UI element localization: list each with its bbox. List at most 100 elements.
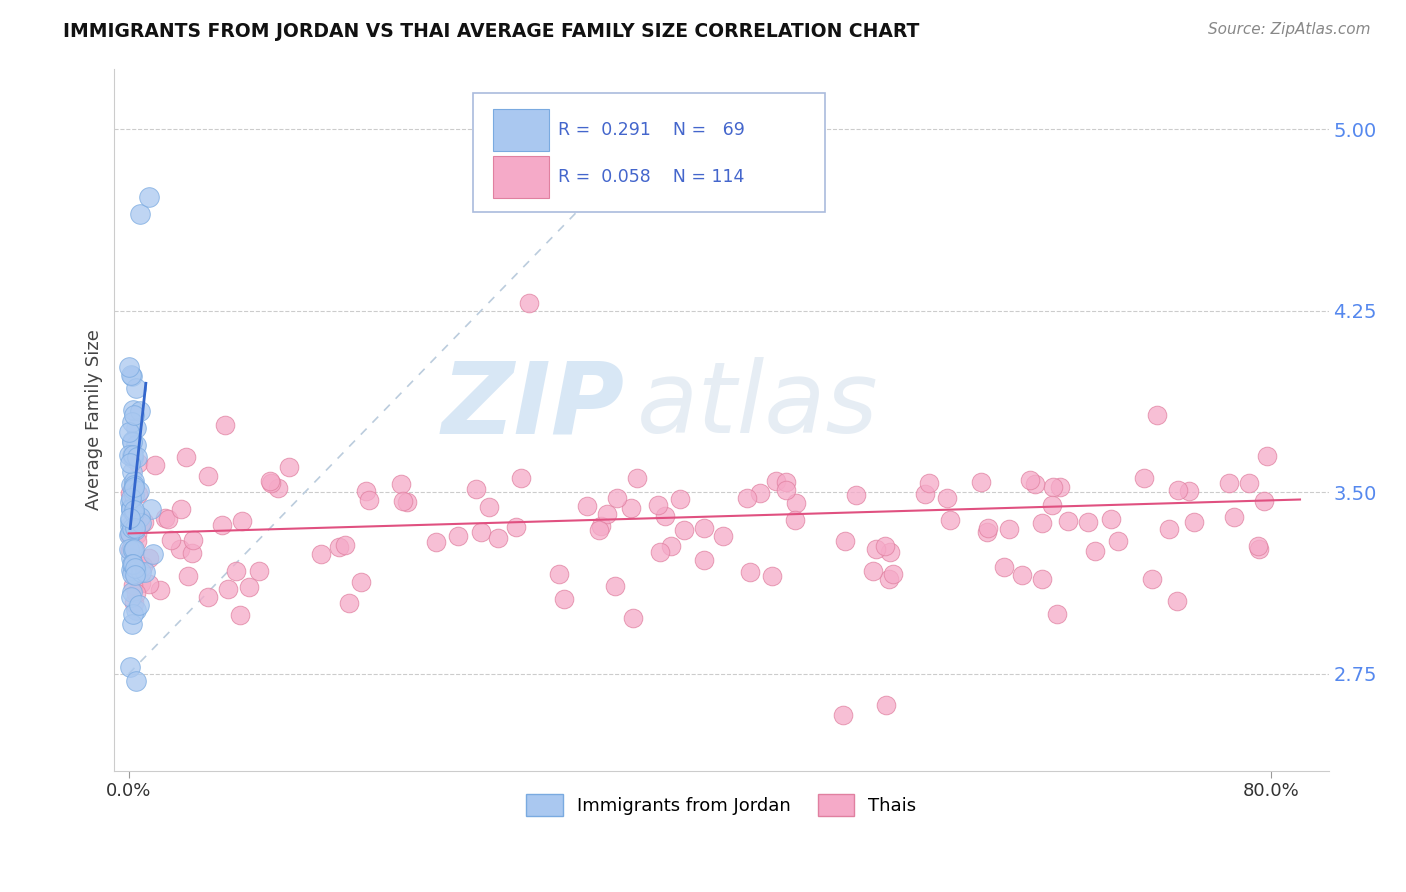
Point: [1024, 476, 1046, 491]
Point: [1040, 499, 1063, 513]
Y-axis label: Average Family Size: Average Family Size: [86, 329, 103, 510]
Point: [125, 674, 148, 689]
Point: [211, 518, 233, 533]
Point: [659, 539, 682, 553]
Point: [120, 485, 142, 500]
Point: [606, 491, 628, 505]
Point: [120, 529, 142, 543]
Point: [775, 475, 797, 489]
Point: [122, 478, 145, 492]
Point: [121, 578, 143, 592]
Point: [357, 493, 380, 508]
Point: [1167, 483, 1189, 497]
Point: [918, 475, 941, 490]
Point: [969, 475, 991, 489]
Point: [350, 574, 373, 589]
Point: [120, 502, 142, 516]
Point: [122, 596, 145, 610]
Point: [1077, 515, 1099, 529]
Point: [124, 474, 146, 488]
Point: [120, 456, 142, 470]
Point: [761, 568, 783, 582]
Point: [160, 533, 183, 548]
Point: [132, 515, 155, 529]
Point: [197, 591, 219, 605]
Point: [447, 529, 470, 543]
Point: [129, 516, 152, 531]
Point: [131, 565, 153, 579]
Point: [510, 470, 533, 484]
Point: [174, 450, 197, 465]
Point: [648, 545, 671, 559]
Point: [654, 508, 676, 523]
Point: [832, 708, 855, 723]
Point: [711, 529, 734, 543]
Point: [765, 474, 787, 488]
Point: [128, 404, 150, 418]
Point: [1256, 449, 1278, 463]
Point: [1046, 607, 1069, 622]
Point: [553, 591, 575, 606]
Text: R =  0.291    N =   69: R = 0.291 N = 69: [558, 120, 744, 138]
FancyBboxPatch shape: [472, 93, 825, 212]
Point: [121, 617, 143, 632]
Point: [214, 418, 236, 433]
Point: [118, 448, 141, 462]
Point: [247, 565, 270, 579]
Point: [1011, 567, 1033, 582]
Point: [229, 607, 252, 622]
Point: [1218, 475, 1240, 490]
Text: R =  0.058    N = 114: R = 0.058 N = 114: [558, 169, 744, 186]
Point: [127, 456, 149, 470]
Point: [122, 506, 145, 520]
Legend: Immigrants from Jordan, Thais: Immigrants from Jordan, Thais: [517, 785, 925, 825]
Point: [125, 437, 148, 451]
Point: [120, 591, 142, 605]
Point: [149, 582, 172, 597]
Point: [1140, 572, 1163, 586]
Point: [124, 488, 146, 502]
Point: [127, 534, 149, 549]
Point: [693, 553, 716, 567]
Point: [647, 499, 669, 513]
Point: [180, 546, 202, 560]
Point: [1146, 408, 1168, 422]
Point: [120, 563, 142, 577]
Point: [128, 483, 150, 498]
Point: [914, 487, 936, 501]
Point: [785, 496, 807, 510]
Point: [938, 513, 960, 527]
Point: [121, 541, 143, 556]
Point: [181, 533, 204, 547]
Point: [486, 531, 509, 545]
Point: [669, 491, 692, 506]
Point: [134, 566, 156, 580]
Point: [120, 491, 142, 505]
Point: [785, 513, 807, 527]
Point: [122, 502, 145, 516]
Point: [389, 477, 412, 491]
Point: [124, 480, 146, 494]
Point: [125, 450, 148, 464]
Point: [120, 495, 142, 509]
Point: [879, 545, 901, 559]
Point: [124, 561, 146, 575]
Point: [124, 568, 146, 582]
Point: [118, 525, 141, 540]
Point: [1084, 543, 1107, 558]
Point: [1019, 473, 1042, 487]
Point: [129, 576, 152, 591]
Point: [231, 515, 253, 529]
Point: [121, 449, 143, 463]
Point: [120, 514, 142, 528]
Point: [169, 541, 191, 556]
Point: [138, 577, 160, 591]
Point: [693, 521, 716, 535]
Point: [128, 599, 150, 613]
Point: [121, 482, 143, 496]
Point: [121, 369, 143, 384]
Point: [125, 381, 148, 395]
Text: Source: ZipAtlas.com: Source: ZipAtlas.com: [1208, 22, 1371, 37]
Point: [157, 511, 180, 525]
Point: [121, 465, 143, 479]
